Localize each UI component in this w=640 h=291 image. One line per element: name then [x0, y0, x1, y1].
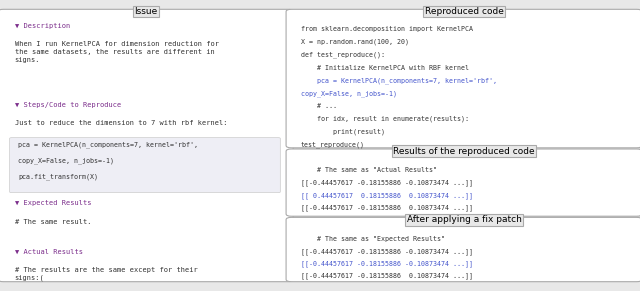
Text: X = np.random.rand(100, 20): X = np.random.rand(100, 20) — [301, 39, 409, 45]
Text: # The same as "Actual Results": # The same as "Actual Results" — [301, 167, 437, 173]
Text: copy_X=False, n_jobs=-1): copy_X=False, n_jobs=-1) — [18, 157, 114, 164]
FancyBboxPatch shape — [286, 217, 640, 282]
Text: Issue: Issue — [134, 7, 157, 16]
Text: # Initialize KernelPCA with RBF kernel: # Initialize KernelPCA with RBF kernel — [301, 65, 468, 71]
Text: pca = KernelPCA(n_components=7, kernel='rbf',: pca = KernelPCA(n_components=7, kernel='… — [301, 77, 497, 84]
FancyBboxPatch shape — [10, 138, 280, 193]
FancyBboxPatch shape — [286, 149, 640, 216]
Text: Reproduced code: Reproduced code — [424, 7, 504, 16]
FancyBboxPatch shape — [286, 9, 640, 148]
Text: print(result): print(result) — [301, 129, 385, 135]
Text: # The results are the same except for their
signs:(: # The results are the same except for th… — [15, 267, 198, 281]
Text: ▼ Expected Results: ▼ Expected Results — [15, 200, 92, 207]
Text: ▼ Steps/Code to Reproduce: ▼ Steps/Code to Reproduce — [15, 102, 121, 108]
Text: [[-0.44457617 -0.18155886 -0.10873474 ...]]: [[-0.44457617 -0.18155886 -0.10873474 ..… — [301, 260, 473, 267]
Text: [[-0.44457617 -0.18155886  0.10873474 ...]]: [[-0.44457617 -0.18155886 0.10873474 ...… — [301, 272, 473, 279]
Text: # The same result.: # The same result. — [15, 219, 92, 225]
Text: for idx, result in enumerate(results):: for idx, result in enumerate(results): — [301, 116, 468, 122]
Text: Just to reduce the dimension to 7 with rbf kernel:: Just to reduce the dimension to 7 with r… — [15, 120, 227, 126]
Text: pca.fit_transform(X): pca.fit_transform(X) — [18, 173, 98, 180]
Text: Results of the reproduced code: Results of the reproduced code — [393, 147, 535, 156]
Text: # The same as "Expected Results": # The same as "Expected Results" — [301, 236, 445, 242]
Text: When I run KernelPCA for dimension reduction for
the same datasets, the results : When I run KernelPCA for dimension reduc… — [15, 41, 219, 63]
Text: [[-0.44457617 -0.18155886 -0.10873474 ...]]: [[-0.44457617 -0.18155886 -0.10873474 ..… — [301, 180, 473, 186]
Text: [[-0.44457617 -0.18155886  0.10873474 ...]]: [[-0.44457617 -0.18155886 0.10873474 ...… — [301, 204, 473, 211]
Text: def test_reproduce():: def test_reproduce(): — [301, 52, 385, 58]
Text: test_reproduce(): test_reproduce() — [301, 141, 365, 148]
Text: ▼ Actual Results: ▼ Actual Results — [15, 249, 83, 255]
Text: After applying a fix patch: After applying a fix patch — [406, 215, 522, 224]
Text: from sklearn.decomposition import KernelPCA: from sklearn.decomposition import Kernel… — [301, 26, 473, 32]
FancyBboxPatch shape — [0, 9, 293, 282]
Text: [[-0.44457617 -0.18155886 -0.10873474 ...]]: [[-0.44457617 -0.18155886 -0.10873474 ..… — [301, 248, 473, 255]
Text: pca = KernelPCA(n_components=7, kernel='rbf',: pca = KernelPCA(n_components=7, kernel='… — [18, 141, 198, 148]
Text: # ...: # ... — [301, 103, 337, 109]
Text: ▼ Description: ▼ Description — [15, 23, 70, 29]
Text: [[ 0.44457617  0.18155886  0.10873474 ...]]: [[ 0.44457617 0.18155886 0.10873474 ...]… — [301, 192, 473, 198]
Text: copy_X=False, n_jobs=-1): copy_X=False, n_jobs=-1) — [301, 90, 397, 97]
